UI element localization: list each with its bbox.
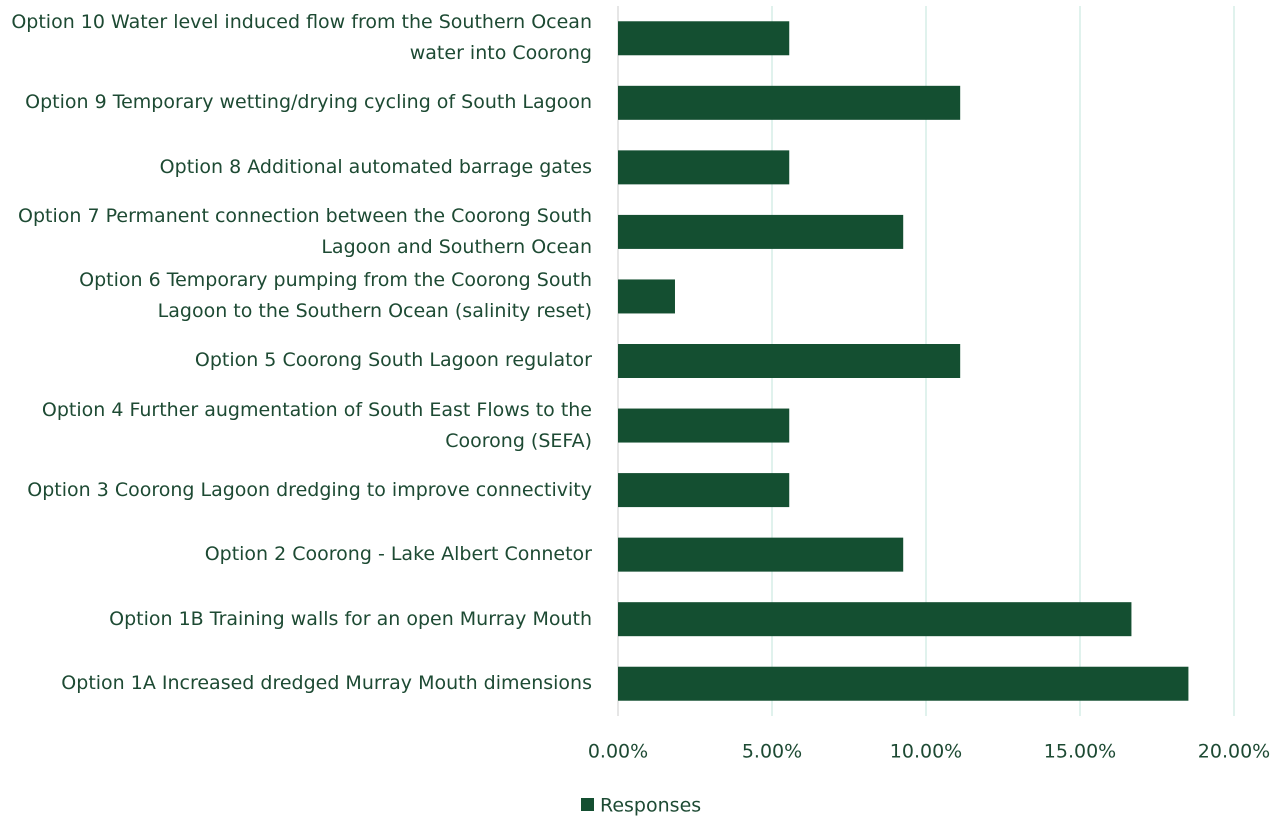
bar xyxy=(618,85,961,120)
x-tick-label: 0.00% xyxy=(588,741,648,763)
x-tick-label: 10.00% xyxy=(890,741,962,763)
y-tick-label: Option 5 Coorong South Lagoon regulator xyxy=(194,349,592,372)
x-tick-label: 15.00% xyxy=(1044,741,1116,763)
x-tick-label: 20.00% xyxy=(1198,741,1270,763)
y-tick-label: Option 7 Permanent connection between th… xyxy=(18,204,592,258)
y-tick-label: Option 6 Temporary pumping from the Coor… xyxy=(79,269,592,323)
bar xyxy=(618,666,1189,701)
bar xyxy=(618,602,1132,637)
legend-swatch xyxy=(581,798,594,811)
bar xyxy=(618,408,790,443)
bar xyxy=(618,214,904,249)
y-tick-label: Option 9 Temporary wetting/drying cyclin… xyxy=(25,91,592,114)
bar xyxy=(618,150,790,185)
bar xyxy=(618,473,790,508)
y-tick-label: Option 10 Water level induced flow from … xyxy=(11,11,592,65)
bar xyxy=(618,279,675,314)
y-tick-label: Option 3 Coorong Lagoon dredging to impr… xyxy=(27,478,592,501)
y-tick-label: Option 1A Increased dredged Murray Mouth… xyxy=(61,672,592,695)
legend-label: Responses xyxy=(600,795,701,817)
y-tick-label: Option 2 Coorong - Lake Albert Connetor xyxy=(204,543,592,566)
y-tick-label: Option 4 Further augmentation of South E… xyxy=(41,398,592,452)
bar xyxy=(618,344,961,378)
x-tick-label: 5.00% xyxy=(742,741,802,763)
y-tick-label: Option 1B Training walls for an open Mur… xyxy=(109,607,592,630)
bar xyxy=(618,21,790,56)
bar xyxy=(618,537,904,572)
y-tick-label: Option 8 Additional automated barrage ga… xyxy=(159,155,592,178)
